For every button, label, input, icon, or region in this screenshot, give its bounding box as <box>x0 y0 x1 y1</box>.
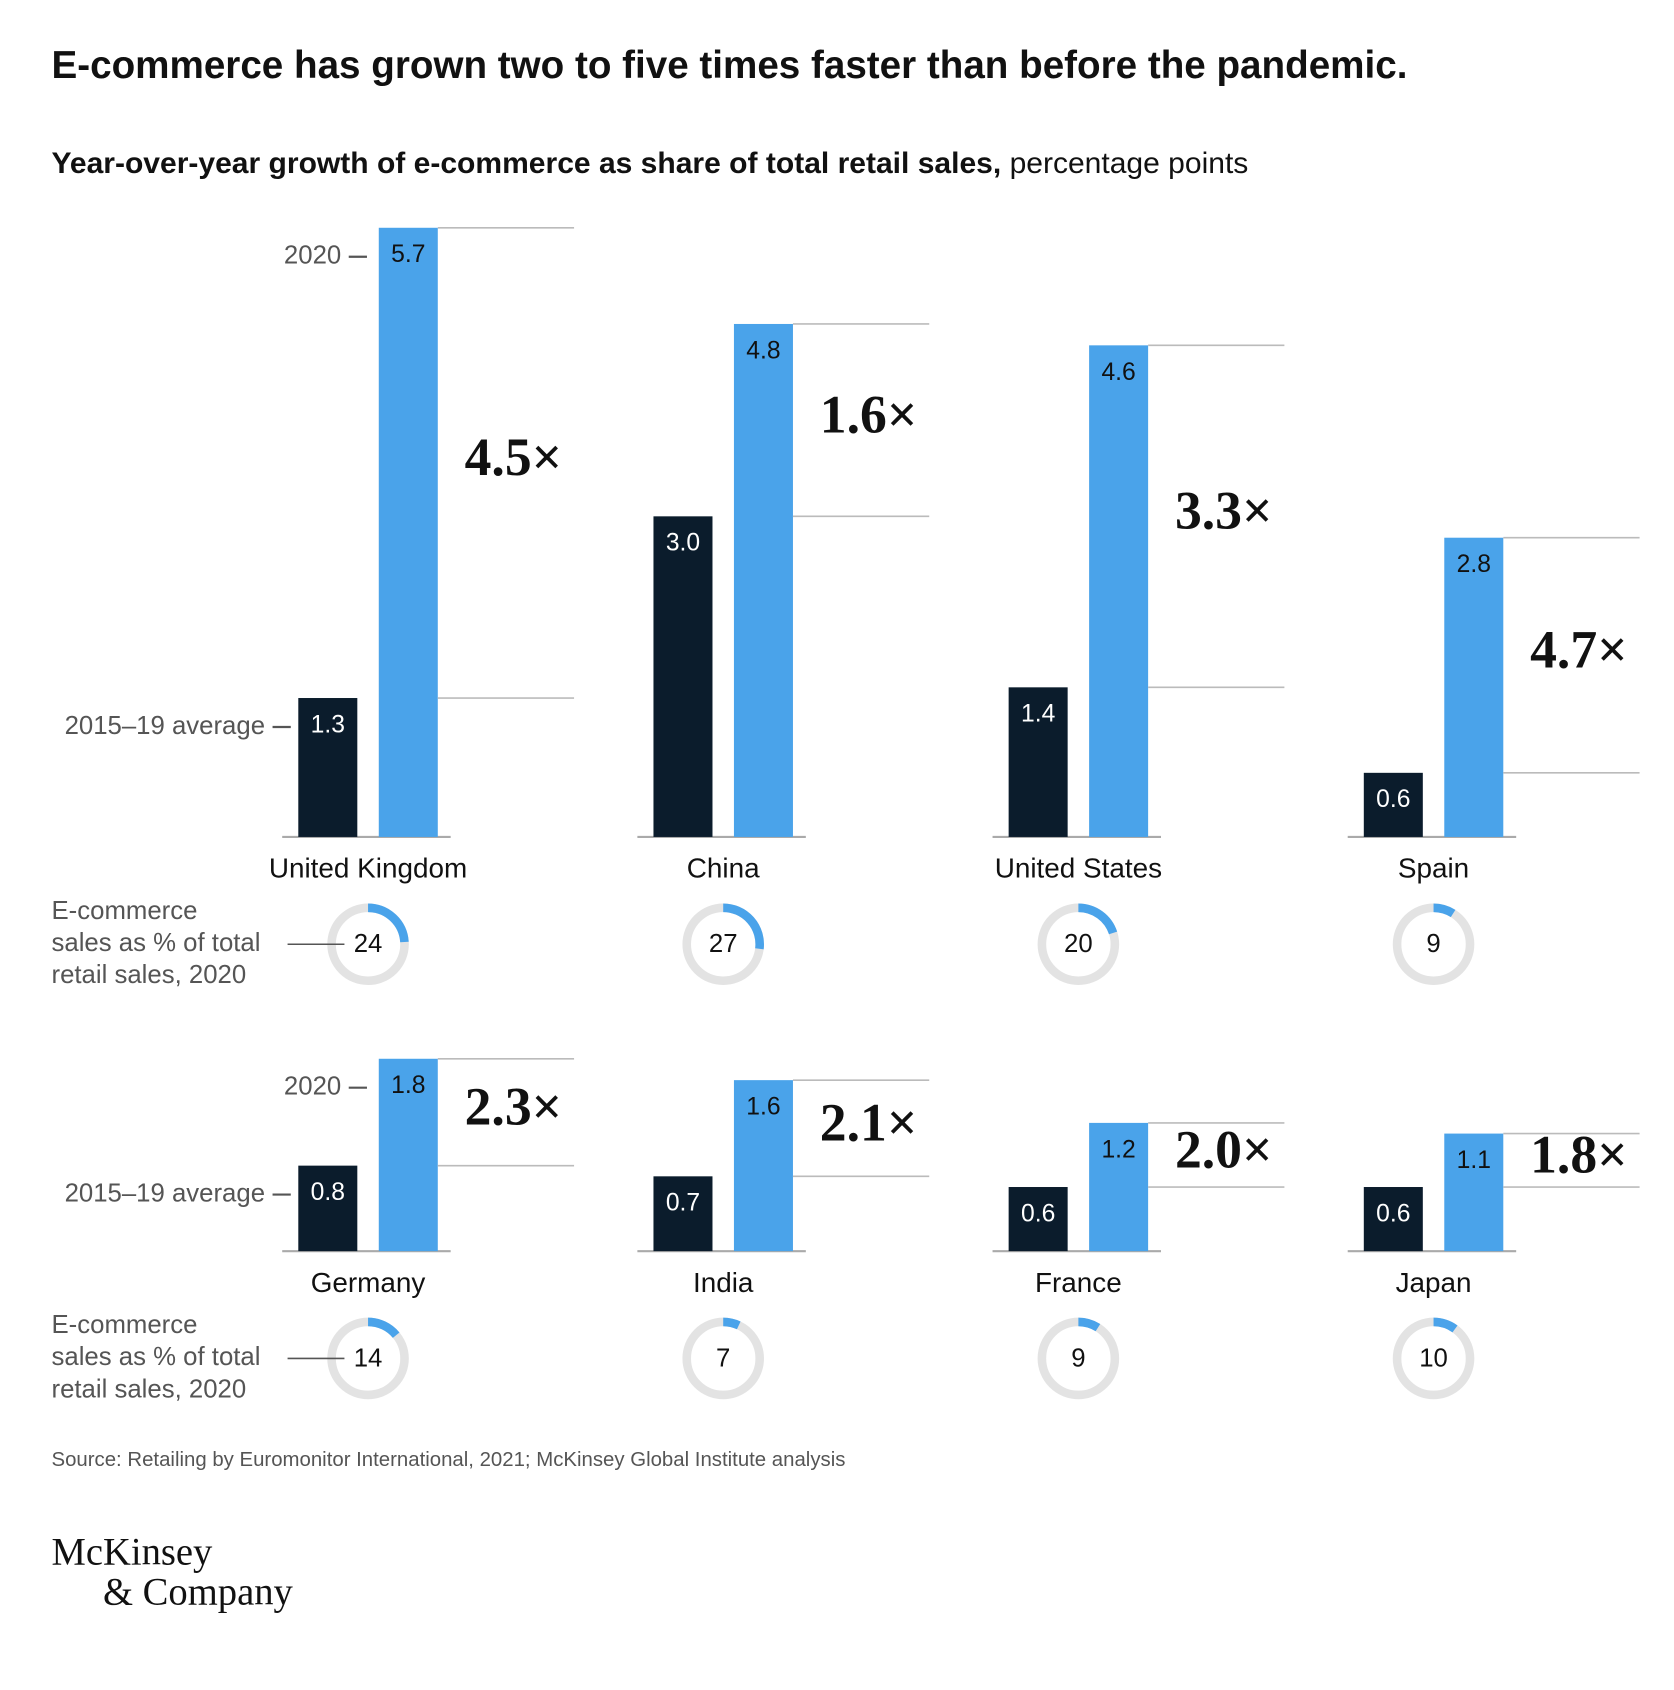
category-label: Germany <box>311 1267 426 1298</box>
bar-value-label: 0.6 <box>1376 786 1410 813</box>
bar-value-label: 1.6 <box>746 1094 780 1121</box>
donut-arc <box>722 1317 741 1330</box>
donut-legend-label: retail sales, 2020 <box>52 1375 247 1403</box>
category-label: Spain <box>1398 853 1469 884</box>
donut-value: 9 <box>1071 1344 1085 1372</box>
bar-value-label: 1.1 <box>1457 1147 1491 1174</box>
bar-value-label: 0.7 <box>666 1190 700 1217</box>
multiplier: 2.3× <box>465 1077 563 1137</box>
bar-value-label: 1.8 <box>391 1072 425 1099</box>
bar <box>733 323 793 837</box>
category-label: China <box>687 853 760 884</box>
bar-value-label: 1.3 <box>311 711 345 738</box>
subtitle: Year-over-year growth of e-commerce as s… <box>52 147 1249 180</box>
bar-value-label: 0.8 <box>311 1179 345 1206</box>
donut-arc <box>367 1317 400 1339</box>
bar <box>298 1165 358 1252</box>
bar <box>378 1058 438 1252</box>
category-label: France <box>1035 1267 1122 1298</box>
donut-value: 24 <box>354 930 383 958</box>
donut-arc <box>1433 903 1456 918</box>
bar-value-label: 4.6 <box>1101 359 1135 386</box>
bar <box>378 227 438 837</box>
donut-legend-label: E-commerce <box>52 897 198 925</box>
category-label: United Kingdom <box>269 853 467 884</box>
bar-value-label: 1.2 <box>1101 1136 1135 1163</box>
bar-value-label: 4.8 <box>746 337 780 364</box>
multiplier: 4.5× <box>465 427 563 487</box>
donut-arc <box>1078 1317 1101 1332</box>
donut-arc <box>1433 1317 1458 1333</box>
multiplier: 1.6× <box>820 384 918 444</box>
title: E-commerce has grown two to five times f… <box>52 44 1408 87</box>
donut-legend-label: retail sales, 2020 <box>52 961 247 989</box>
bar-value-label: 3.0 <box>666 530 700 557</box>
multiplier: 4.7× <box>1530 620 1628 680</box>
category-label: United States <box>995 853 1162 884</box>
bar <box>1444 1133 1504 1252</box>
bar <box>733 1080 793 1252</box>
subtitle-bold: Year-over-year growth of e-commerce as s… <box>52 147 1002 180</box>
category-label: India <box>693 1267 754 1298</box>
multiplier: 3.3× <box>1175 481 1273 541</box>
bar-value-label: 2.8 <box>1457 551 1491 578</box>
multiplier: 2.1× <box>820 1093 918 1153</box>
logo: McKinsey <box>52 1532 214 1574</box>
legend-label: 2020 <box>284 242 341 270</box>
legend-label: 2020 <box>284 1073 341 1101</box>
legend-label: 2015–19 average <box>65 712 265 740</box>
bar-value-label: 0.6 <box>1021 1200 1055 1227</box>
multiplier: 1.8× <box>1530 1125 1628 1185</box>
subtitle-rest: percentage points <box>1010 147 1249 180</box>
donut-legend-label: sales as % of total <box>52 1343 261 1371</box>
donut-arc <box>1078 903 1118 935</box>
bar-value-label: 5.7 <box>391 241 425 268</box>
donut-value: 20 <box>1064 930 1093 958</box>
bar <box>1089 1122 1149 1252</box>
bar <box>1008 687 1068 837</box>
logo: & Company <box>103 1571 294 1613</box>
donut-value: 10 <box>1419 1344 1448 1372</box>
donut-value: 27 <box>709 930 738 958</box>
category-label: Japan <box>1396 1267 1472 1298</box>
legend-label: 2015–19 average <box>65 1179 265 1207</box>
donut-value: 9 <box>1426 930 1440 958</box>
bar <box>298 698 358 837</box>
donut-value: 14 <box>354 1344 383 1372</box>
bar <box>1363 1187 1423 1252</box>
bar <box>1444 537 1504 837</box>
donut-legend-label: E-commerce <box>52 1311 198 1339</box>
bar <box>653 1176 713 1252</box>
multiplier: 2.0× <box>1175 1119 1273 1179</box>
donut-legend-label: sales as % of total <box>52 929 261 957</box>
donut-arc <box>367 903 409 943</box>
bar <box>1089 345 1149 837</box>
bar-value-label: 0.6 <box>1376 1200 1410 1227</box>
source: Source: Retailing by Euromonitor Interna… <box>52 1449 846 1471</box>
bar <box>1363 772 1423 837</box>
bar-value-label: 1.4 <box>1021 701 1055 728</box>
bar <box>1008 1187 1068 1252</box>
bar <box>653 516 713 837</box>
donut-arc <box>722 903 764 950</box>
donut-value: 7 <box>716 1344 730 1372</box>
